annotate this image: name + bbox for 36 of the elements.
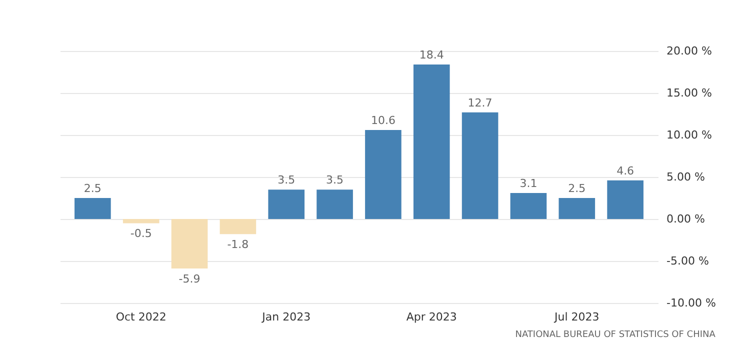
x-tick-label: Oct 2022 xyxy=(116,310,166,324)
bar xyxy=(74,198,111,219)
data-label: 18.4 xyxy=(419,48,444,62)
y-tick-label: -10.00 % xyxy=(666,296,716,310)
y-tick-label: 5.00 % xyxy=(666,170,705,184)
data-label: 2.5 xyxy=(84,182,102,195)
y-tick-label: 0.00 % xyxy=(666,212,705,226)
bar xyxy=(220,219,256,234)
bar xyxy=(462,112,498,219)
bar xyxy=(268,190,305,219)
bar xyxy=(316,190,353,219)
x-tick-label: Jul 2023 xyxy=(554,310,600,324)
data-label: 3.5 xyxy=(278,174,296,187)
bar xyxy=(510,192,547,219)
data-label: -1.8 xyxy=(227,238,249,252)
x-tick-label: Apr 2023 xyxy=(406,310,457,324)
bar xyxy=(122,219,160,224)
y-tick-label: -5.00 % xyxy=(666,254,709,268)
x-tick-label: Jan 2023 xyxy=(261,310,311,324)
bar xyxy=(558,198,596,219)
data-label: 10.6 xyxy=(370,114,396,127)
data-label: 4.6 xyxy=(616,164,634,178)
data-label: 3.5 xyxy=(326,174,344,187)
y-tick-label: 20.00 % xyxy=(666,44,712,58)
bar xyxy=(171,219,208,269)
y-tick-label: 10.00 % xyxy=(666,128,712,142)
data-label: 12.7 xyxy=(468,96,492,110)
y-tick-label: 15.00 % xyxy=(666,86,712,100)
text: NATIONAL BUREAU OF STATISTICS OF CHINA xyxy=(515,330,716,340)
data-label: -0.5 xyxy=(130,227,152,240)
bar xyxy=(607,180,644,219)
data-label: 3.1 xyxy=(520,176,538,190)
bar xyxy=(365,130,402,219)
data-label: 2.5 xyxy=(568,182,586,195)
bar xyxy=(413,64,450,219)
data-label: -5.9 xyxy=(178,272,200,286)
